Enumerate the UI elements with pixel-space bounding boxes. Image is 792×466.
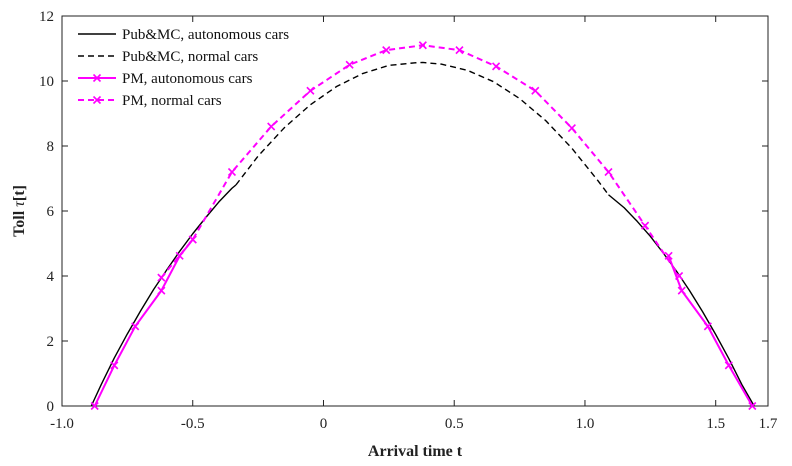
x-marker-stroke — [724, 361, 733, 370]
y-tick-label: 4 — [47, 269, 55, 285]
x-marker — [382, 46, 391, 55]
series-0 — [90, 184, 237, 407]
x-marker — [604, 167, 613, 177]
x-marker-stroke — [491, 62, 501, 71]
y-tick-label: 8 — [47, 139, 55, 155]
x-marker-stroke — [92, 73, 102, 83]
x-marker-stroke — [92, 95, 102, 105]
y-tick-label: 6 — [47, 204, 55, 220]
x-marker — [345, 60, 354, 69]
x-marker-stroke — [418, 41, 427, 50]
x-marker — [157, 273, 166, 282]
x-marker — [92, 73, 102, 83]
x-marker — [267, 122, 276, 131]
y-axis-title-prefix: Toll — [11, 207, 28, 237]
y-tick-label: 2 — [47, 334, 55, 350]
y-tick-label: 10 — [39, 74, 54, 90]
x-marker-stroke — [188, 235, 197, 244]
y-tick-label: 0 — [47, 399, 55, 415]
legend-label: PM, autonomous cars — [122, 71, 253, 87]
legend-label: Pub&MC, autonomous cars — [122, 27, 289, 43]
x-marker — [531, 86, 540, 95]
x-marker — [188, 235, 197, 244]
x-axis: -1.0 -0.5 0 0.5 1.0 1.5 1.7 — [50, 16, 778, 432]
legend-item: PM, autonomous cars — [78, 71, 253, 87]
legend-item: Pub&MC, autonomous cars — [78, 27, 289, 43]
y-axis: 0 2 4 6 8 10 12 — [39, 9, 768, 415]
x-marker — [677, 286, 686, 295]
legend-item: Pub&MC, normal cars — [78, 49, 258, 65]
x-marker-stroke — [455, 46, 464, 55]
x-marker — [455, 46, 464, 55]
series-2 — [608, 194, 755, 407]
x-tick-label: 0.5 — [445, 416, 464, 432]
series-line — [608, 194, 755, 407]
x-marker-stroke — [157, 286, 166, 295]
y-tick-label: 12 — [39, 9, 54, 25]
x-marker — [92, 95, 102, 105]
x-marker-stroke — [382, 46, 391, 55]
x-marker-stroke — [703, 322, 712, 331]
legend-label: Pub&MC, normal cars — [122, 49, 258, 65]
series-line — [93, 238, 194, 407]
x-marker — [157, 286, 166, 295]
legend: Pub&MC, autonomous cars Pub&MC, normal ca… — [78, 27, 289, 109]
x-marker-stroke — [677, 286, 686, 295]
x-marker — [90, 401, 99, 411]
x-marker-stroke — [641, 221, 650, 230]
x-marker-stroke — [345, 60, 354, 69]
x-marker-stroke — [531, 86, 540, 95]
x-marker — [664, 251, 673, 260]
x-tick-label: -0.5 — [181, 416, 205, 432]
x-marker — [567, 124, 576, 133]
x-marker — [703, 322, 712, 331]
x-marker-stroke — [157, 273, 166, 282]
x-marker-stroke — [110, 361, 119, 370]
x-tick-label: 1.0 — [576, 416, 595, 432]
x-tick-label: 1.5 — [706, 416, 725, 432]
x-marker-stroke — [306, 86, 315, 95]
x-marker — [227, 167, 237, 177]
x-marker — [306, 86, 315, 95]
x-tick-label: -1.0 — [50, 416, 74, 432]
y-axis-title-suffix: [t] — [11, 185, 28, 201]
x-marker — [131, 322, 140, 331]
series-line — [90, 184, 237, 407]
x-marker-stroke — [748, 401, 757, 411]
legend-label: PM, normal cars — [122, 93, 222, 109]
series-1 — [235, 61, 610, 196]
y-axis-title-symbol: τ — [11, 200, 28, 207]
x-marker — [748, 401, 757, 411]
x-marker — [724, 361, 733, 370]
x-axis-title: Arrival time t — [368, 443, 463, 460]
x-marker — [491, 62, 501, 71]
x-tick-label: 0 — [320, 416, 328, 432]
y-axis-title: Toll τ[t] — [11, 185, 28, 237]
series-4 — [157, 41, 684, 282]
series-layer — [90, 41, 757, 411]
x-marker-stroke — [90, 401, 99, 411]
x-marker — [418, 41, 427, 50]
x-marker-stroke — [267, 122, 276, 131]
series-3 — [90, 235, 197, 411]
series-5 — [664, 251, 757, 411]
x-marker-stroke — [664, 251, 673, 260]
x-marker — [110, 361, 119, 370]
x-marker-stroke — [567, 124, 576, 133]
x-marker-stroke — [131, 322, 140, 331]
legend-item: PM, normal cars — [78, 93, 222, 109]
x-marker-stroke — [604, 167, 613, 177]
x-marker — [641, 221, 650, 230]
series-line — [235, 61, 610, 196]
x-marker-stroke — [227, 167, 237, 177]
x-tick-label: 1.7 — [759, 416, 778, 432]
